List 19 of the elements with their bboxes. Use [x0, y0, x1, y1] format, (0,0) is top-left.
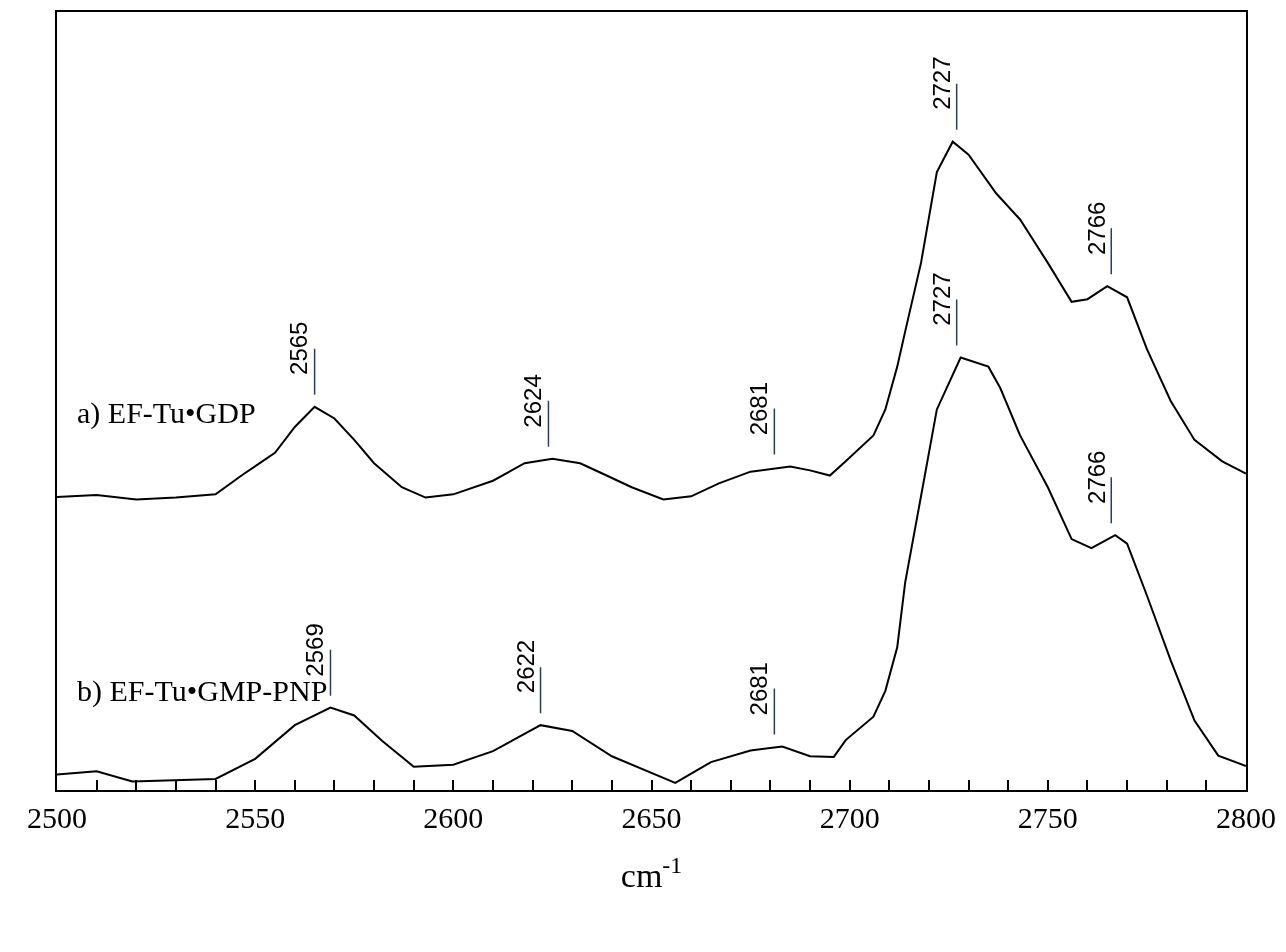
annotation: 2727 — [927, 56, 955, 110]
annotation: 2766 — [1082, 450, 1110, 504]
annotation: 2622 — [511, 639, 539, 694]
series-label: a) EF-Tu•GDP — [77, 396, 256, 430]
annotation: 2681 — [745, 381, 773, 436]
annotation: 2569 — [301, 623, 329, 677]
annotation: 2681 — [745, 662, 773, 716]
annotation: 2727 — [927, 272, 955, 326]
x-tick-label: 2500 — [27, 801, 87, 834]
annotation: 2565 — [285, 321, 313, 375]
annotation: 2766 — [1082, 201, 1110, 255]
x-tick-label: 2650 — [621, 801, 682, 834]
x-tick-label: 2600 — [423, 801, 484, 834]
x-tick-label: 2750 — [1017, 801, 1078, 834]
annotation: 2624 — [519, 374, 547, 428]
x-axis-title: cm$^{-1}$ — [620, 851, 683, 894]
x-tick-label: 2800 — [1216, 801, 1276, 834]
x-tick-label: 2700 — [819, 801, 880, 834]
x-tick-label: 2550 — [225, 801, 286, 834]
